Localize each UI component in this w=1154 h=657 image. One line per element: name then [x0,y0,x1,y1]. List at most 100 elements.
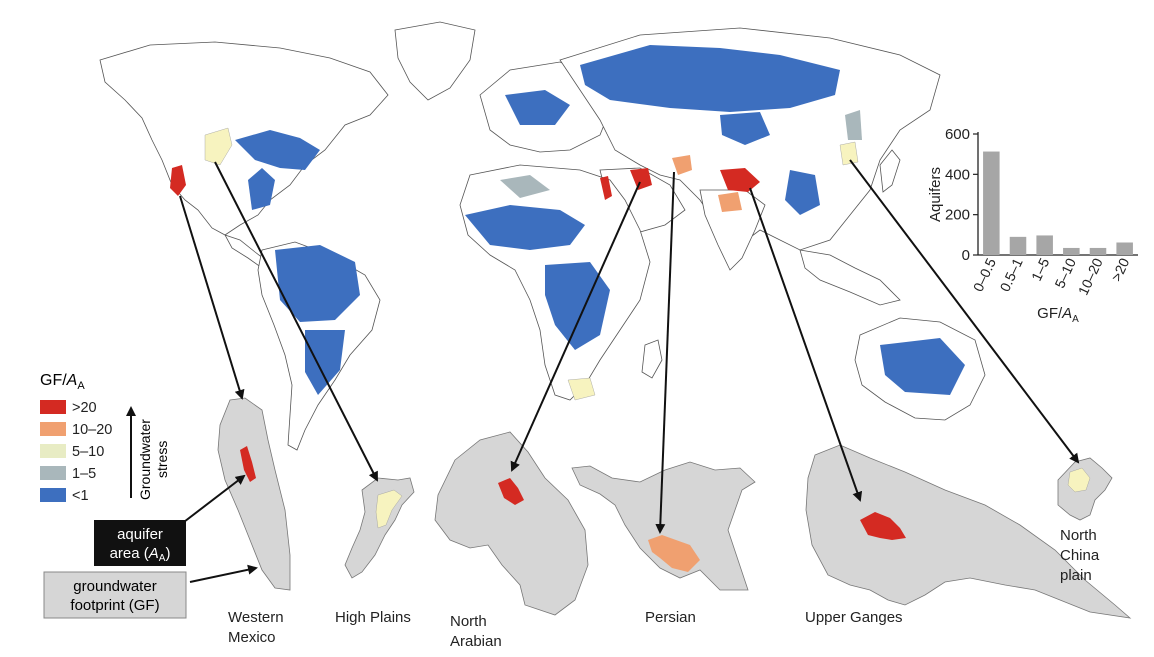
y-tick-label: 200 [945,207,970,224]
region-label-north-china-3: plain [1060,567,1092,584]
aquifer-china [785,170,820,215]
y-tick-label: 0 [962,247,970,264]
region-label-persian: Persian [645,609,696,626]
aquifer-canada [235,130,320,170]
y-axis-label: Aquifers [927,167,944,222]
aquifer-high-plains-map [204,127,233,166]
footprint-north-arabian [434,431,589,616]
footprint-high-plains [344,477,415,579]
footprints [217,397,1132,619]
arrows [179,159,1080,583]
bar [983,151,1000,255]
stress-label-1: Groundwater [137,419,153,500]
aquifer-sahara [465,205,585,250]
aquifer-kalahari-map [567,377,596,401]
y-tick-label: 400 [945,166,970,183]
bar [1116,242,1133,255]
region-label-upper-ganges: Upper Ganges [805,609,903,626]
legend-swatch [40,488,66,502]
footprint-callout: groundwater footprint (GF) [43,571,187,619]
aquifer-persian [648,535,700,572]
footprint-persian [571,461,756,591]
aquifer-australia [880,338,965,395]
aquifer-high-plains [375,489,403,529]
arrow-north-arabian [510,181,641,472]
region-label-north-china-2: China [1060,547,1100,564]
aquifer-amazon [275,245,360,322]
arrow-western-mexico [179,195,245,400]
aquifer-western-mexico [240,446,256,482]
arrow-upper-ganges [749,187,863,502]
legend-swatch [40,444,66,458]
stress-label-2: stress [154,441,170,478]
legend-swatch [40,422,66,436]
x-tick-label: >20 [1108,255,1133,283]
arrow-persian [655,171,675,534]
aquifer-upper-ganges [860,512,906,540]
region-label-western-mexico-1: Western [228,609,284,626]
aquifer-upper-ganges-map [720,168,760,192]
region-label-western-mexico-2: Mexico [228,629,276,646]
footprint-callout-box [43,571,187,619]
footprint-upper-ganges [805,444,1132,619]
footprint-western-mexico [217,397,291,591]
aquifer-callout-line2: area (AA) [110,545,171,564]
legend-item-label: 5–10 [72,444,104,460]
aquifer-india-south-map [718,192,742,212]
aquifer-western-mexico-map [170,165,186,196]
legend-item-label: 1–5 [72,466,96,482]
region-label-north-arabian-2: Arabian [450,633,502,650]
aquifer-callout-line1: aquifer [117,526,163,543]
legend-item-label: <1 [72,488,89,504]
arrow-aquifer-callout [179,474,246,526]
bar [1009,236,1027,255]
japan [879,149,901,193]
aquifer-siberia [580,45,840,112]
aquifer-nile-map [600,176,612,200]
aquifer-north-arabian [498,478,524,505]
y-tick-label: 600 [945,126,970,143]
bar [1063,247,1080,255]
region-label-north-arabian-1: North [450,613,487,630]
arrow-north-china [849,159,1080,464]
legend-title: GF/AA [40,372,85,392]
aquifer-ne-china-grey [845,110,862,140]
aquifer-north-arabian-map [630,168,652,190]
legend-item: 5–10 [40,444,104,460]
aquifer-mongolia [720,112,770,145]
legend-items: >20 10–20 5–10 1–5 <1 [40,400,112,504]
x-tick-label: 0.5–1 [996,255,1025,294]
legend-item-label: >20 [72,400,97,416]
legend-item: 1–5 [40,466,96,482]
aquifer-callout-box [94,520,186,566]
x-tick-label: 0–0.5 [970,255,999,294]
greenland [394,21,476,101]
footprint-callout-line1: groundwater [73,578,156,595]
aquifer-nc-plain-map [839,141,859,166]
se-asia [799,249,901,306]
bar [1036,235,1053,255]
aquifer-persian-map [672,155,692,175]
legend-item: <1 [40,488,89,504]
x-tick-label: 5–10 [1051,255,1079,290]
legend-swatch [40,400,66,414]
x-axis-label: GF/AA [1037,305,1079,325]
legend-item: 10–20 [40,422,112,438]
legend-swatch [40,466,66,480]
region-label-north-china-1: North [1060,527,1097,544]
region-labels: Western Mexico High Plains North Arabian… [228,527,1100,650]
footprint-callout-line2: footprint (GF) [70,597,159,614]
region-label-high-plains: High Plains [335,609,411,626]
x-tick-label: 10–20 [1075,255,1106,297]
madagascar [641,339,663,379]
legend-item-label: 10–20 [72,422,112,438]
x-tick-label: 1–5 [1028,255,1052,283]
legend: GF/AA >20 10–20 5–10 1–5 <1 [40,372,170,504]
arrow-high-plains [214,161,378,482]
aquifer-europe [505,90,570,125]
arrow-footprint-callout [189,564,258,583]
legend-item: >20 [40,400,97,416]
